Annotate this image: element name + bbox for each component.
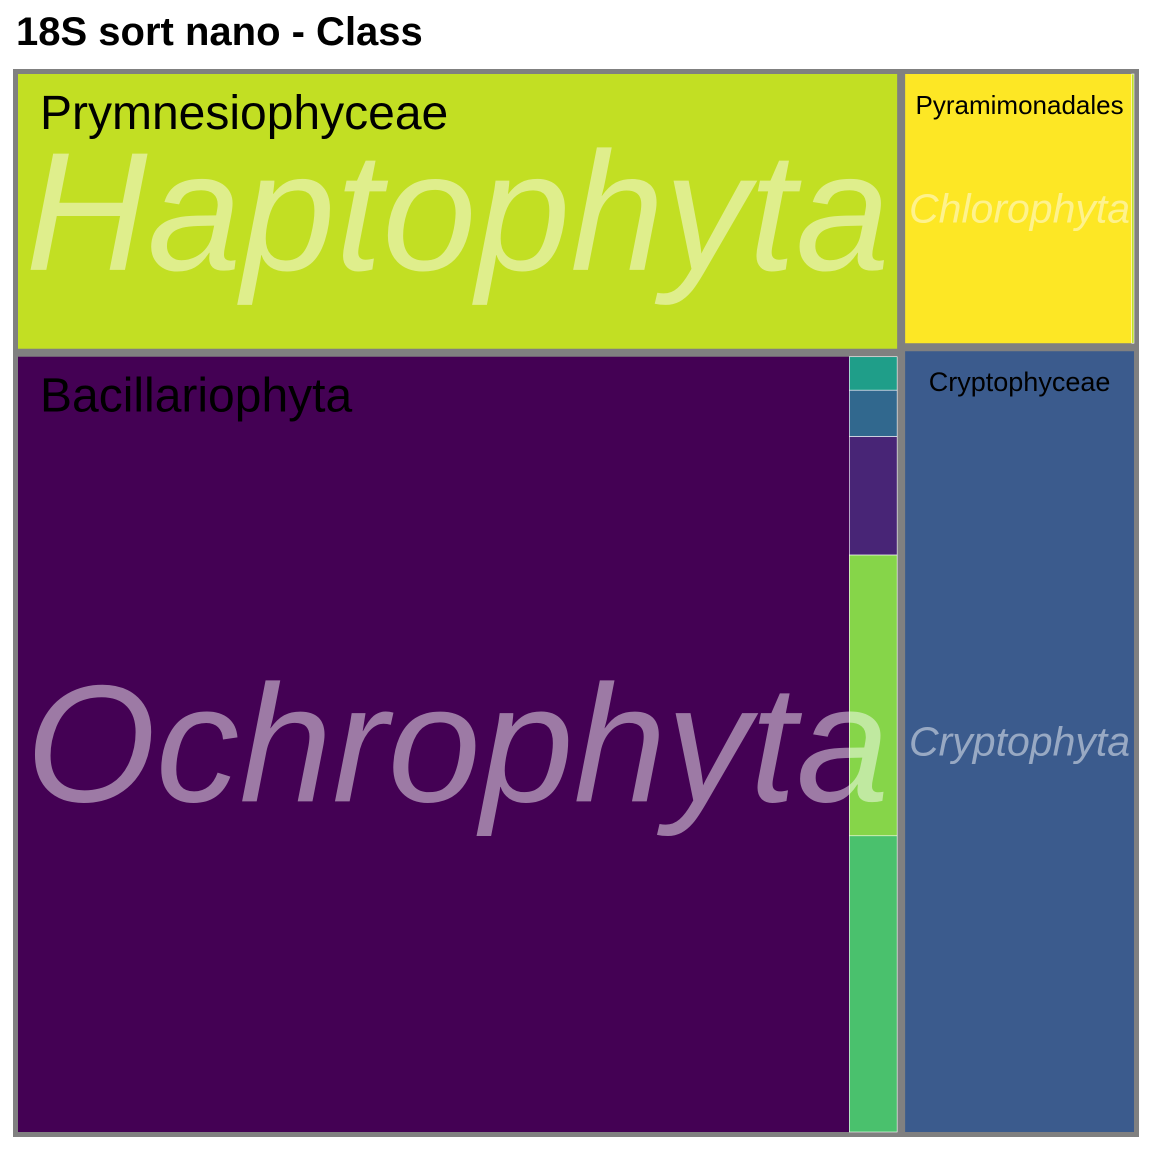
group-chlorophyta — [905, 73, 1135, 344]
tile-prymnesiophyceae — [18, 74, 898, 349]
label-cryptophyceae: Cryptophyceae — [929, 367, 1111, 397]
group-cryptophyta — [905, 351, 1134, 1132]
tile-ochrophyta-minor-2 — [849, 389, 898, 437]
tile-cryptophyceae — [905, 351, 1134, 1132]
group-label-cryptophyta: Cryptophyta — [909, 719, 1130, 765]
tile-bacillariophyta — [18, 356, 850, 1132]
label-prymnesiophyceae: Prymnesiophyceae — [40, 87, 448, 140]
tile-ochrophyta-minor-5 — [849, 835, 898, 1133]
label-pyramimonadales: Pyramimonadales — [916, 90, 1124, 120]
tile-pyramimonadales — [905, 74, 1132, 344]
tile-chlorophyta-minor-1 — [1131, 73, 1135, 344]
tile-ochrophyta-minor-4 — [849, 554, 898, 837]
group-label-ochrophyta: Ochrophyta — [26, 651, 889, 837]
group-label-haptophyta: Haptophyta — [25, 117, 889, 306]
label-bacillariophyta: Bacillariophyta — [40, 370, 352, 423]
group-haptophyta — [18, 74, 898, 349]
chart-title: 18S sort nano - Class — [16, 10, 423, 54]
group-label-chlorophyta: Chlorophyta — [909, 186, 1130, 232]
group-ochrophyta — [18, 356, 898, 1133]
tile-ochrophyta-minor-1 — [849, 356, 898, 391]
tile-ochrophyta-minor-3 — [849, 436, 898, 556]
